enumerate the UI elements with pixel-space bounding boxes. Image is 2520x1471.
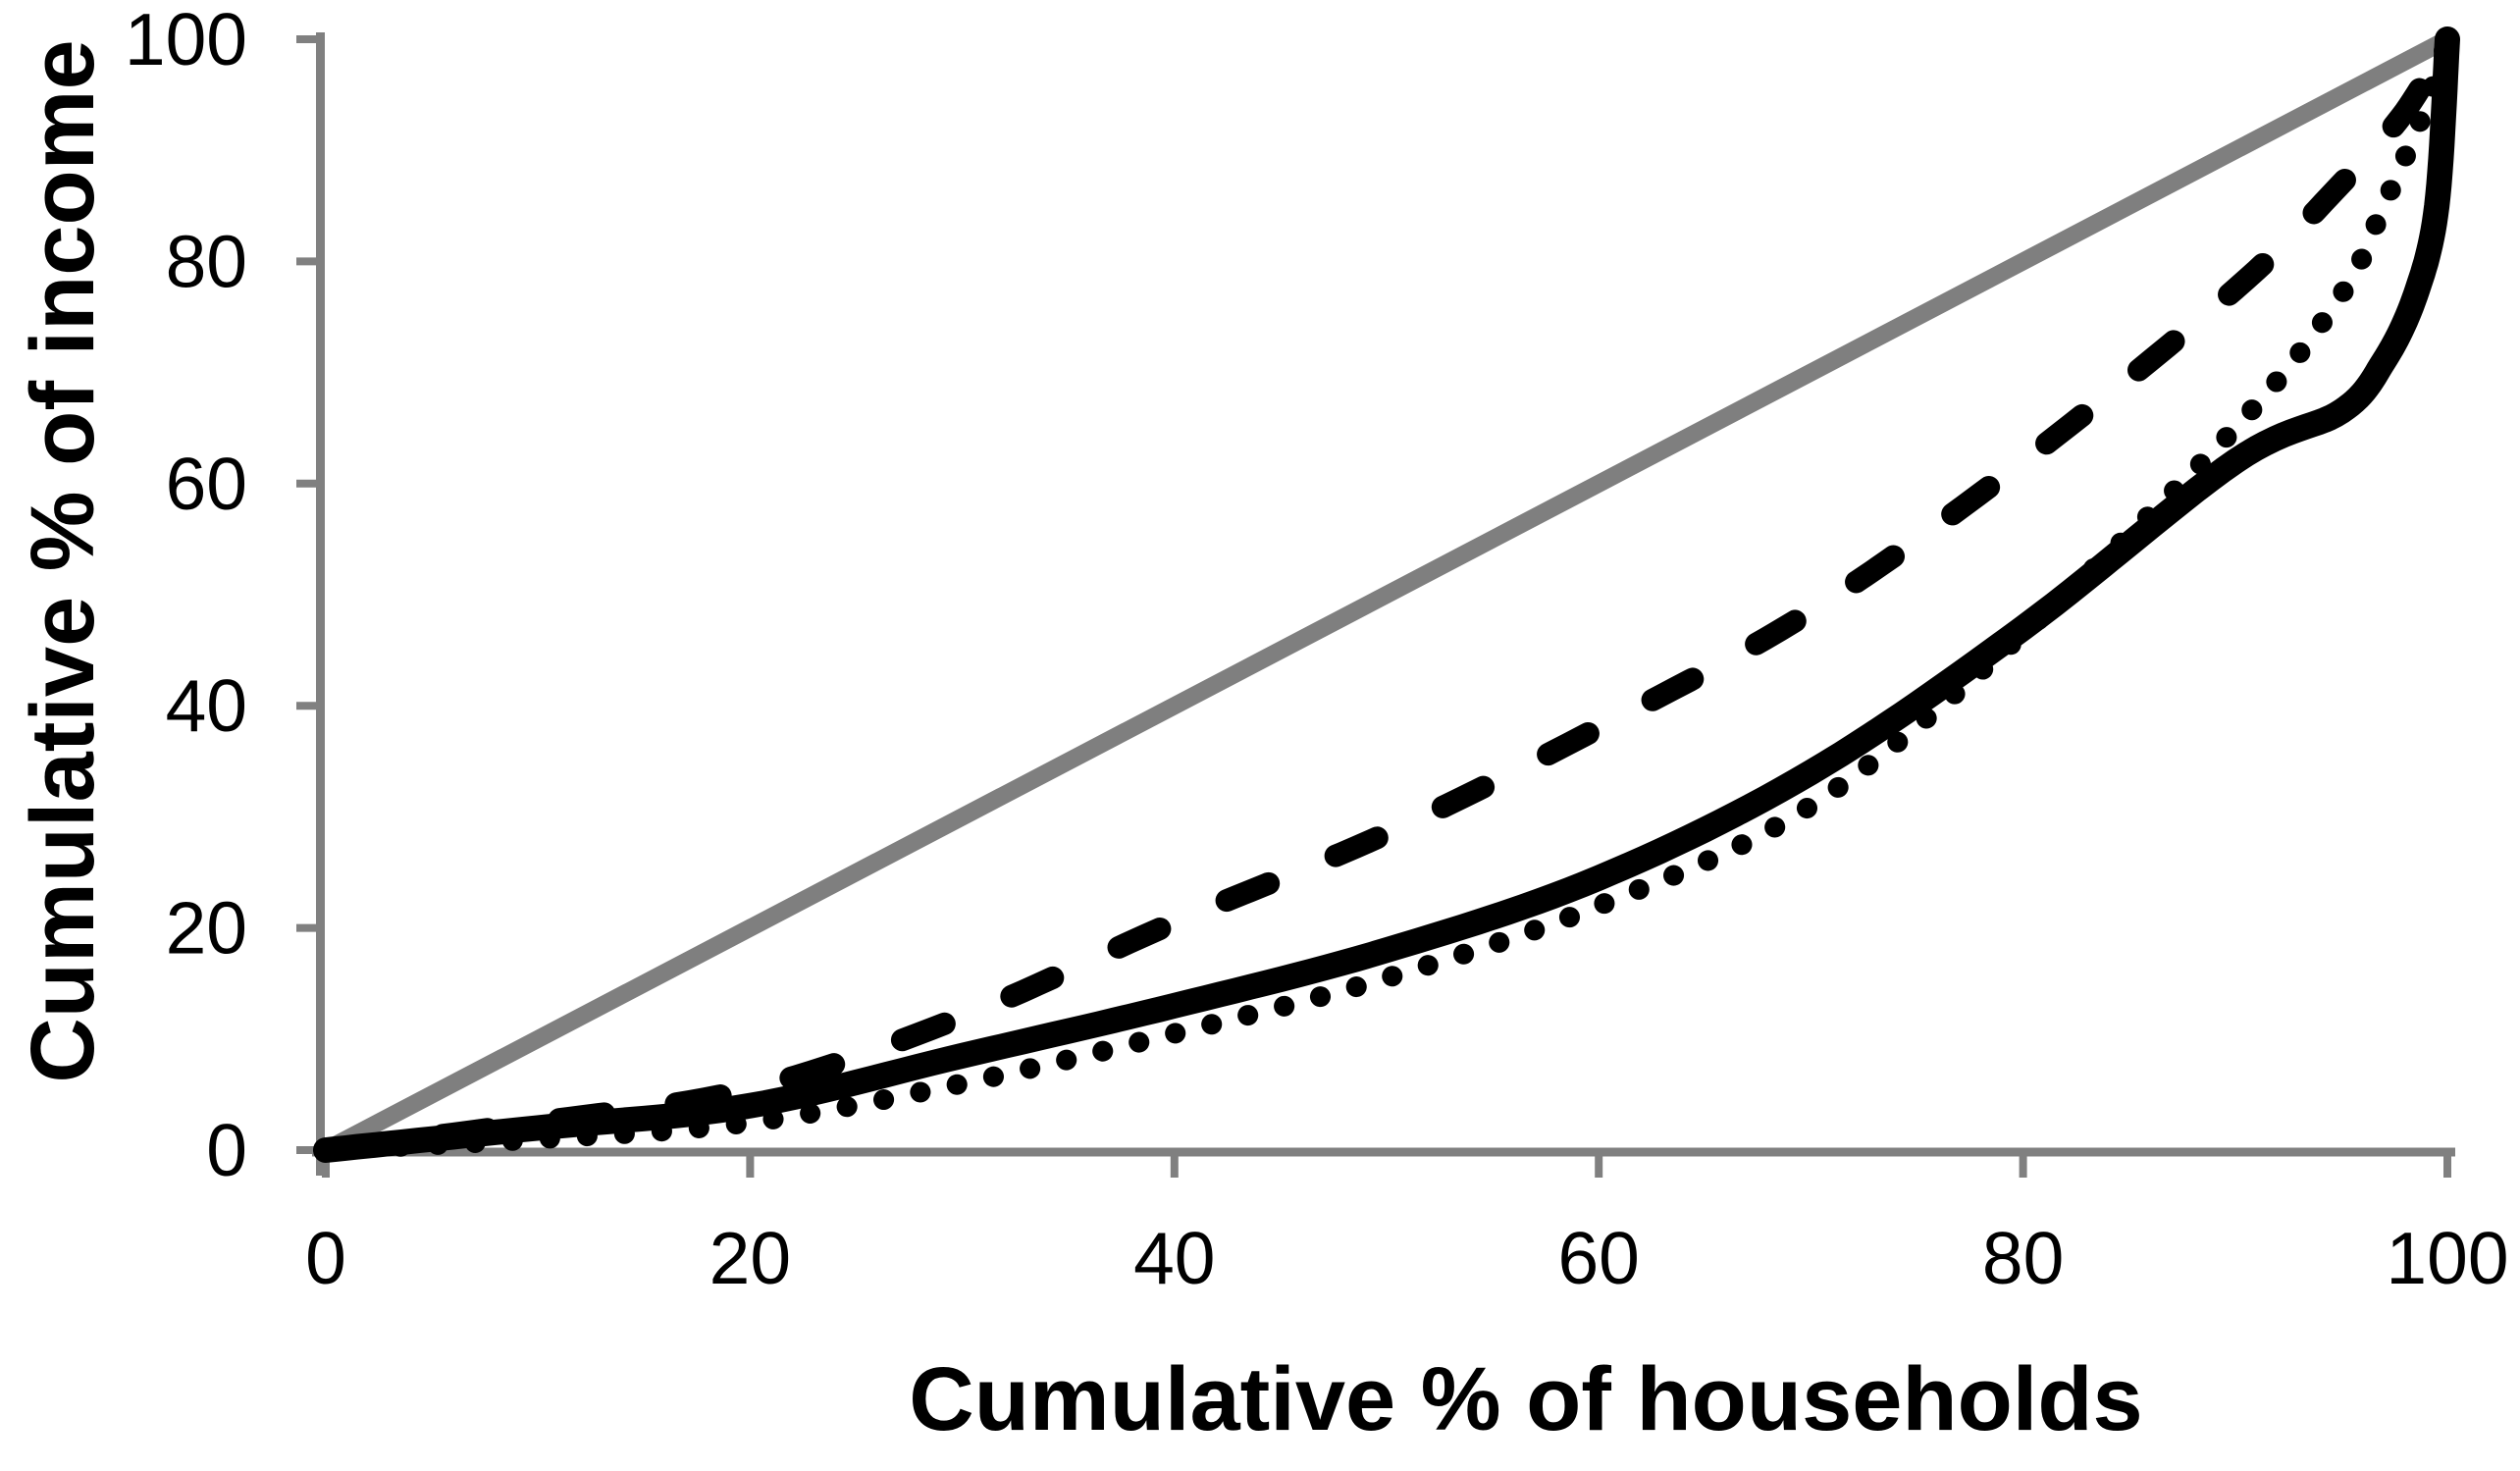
y-tick-label-20: 20 [166, 887, 247, 970]
x-tick-label-100: 100 [2386, 1217, 2508, 1299]
y-tick-label-80: 80 [166, 220, 247, 302]
x-tick-label-20: 20 [709, 1217, 791, 1299]
y-tick-label-60: 60 [166, 443, 247, 525]
series-curves [313, 26, 2460, 1163]
y-tick-label-0: 0 [206, 1109, 247, 1191]
x-tick-label-0: 0 [305, 1217, 346, 1299]
y-axis-ticks [296, 35, 324, 1154]
x-axis-tick-labels: 0 20 40 60 80 100 [305, 1217, 2508, 1299]
curve-lorenz-solid [313, 26, 2460, 1163]
y-tick-label-100: 100 [125, 0, 247, 80]
x-axis-title: Cumulative % of households [909, 1349, 2142, 1449]
curve-lorenz-dotted [315, 28, 2458, 1161]
y-tick-label-40: 40 [166, 664, 247, 747]
x-tick-label-60: 60 [1557, 1217, 1639, 1299]
x-tick-label-80: 80 [1982, 1217, 2064, 1299]
y-axis-tick-labels: 0 20 40 60 80 100 [125, 0, 247, 1191]
curve-line-of-equality [317, 30, 2456, 1159]
y-axis-title: Cumulative % of income [13, 39, 113, 1082]
x-tick-label-40: 40 [1133, 1217, 1215, 1299]
curve-lorenz-dashed [314, 27, 2459, 1162]
